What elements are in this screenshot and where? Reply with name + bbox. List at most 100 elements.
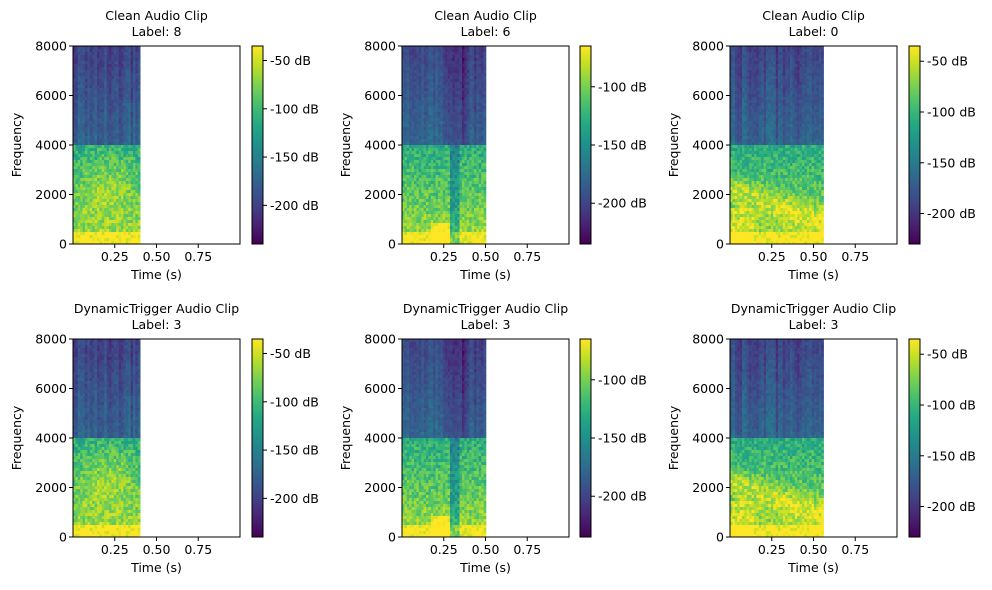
spectrogram-cell <box>481 97 484 101</box>
spectrogram-cell <box>411 157 415 161</box>
spectrogram-cell <box>734 121 738 125</box>
spectrogram-cell <box>87 232 91 236</box>
spectrogram-cell <box>737 46 740 50</box>
spectrogram-cell <box>742 88 745 92</box>
spectrogram-cell <box>97 106 100 110</box>
spectrogram-cell <box>474 187 477 191</box>
spectrogram-cell <box>734 73 738 77</box>
spectrogram-cell <box>742 70 745 74</box>
spectrogram-cell <box>77 112 81 116</box>
spectrogram-cell <box>734 124 738 128</box>
spectrogram-cell <box>732 166 736 170</box>
spectrogram-cell <box>454 127 458 131</box>
spectrogram-cell <box>121 223 124 227</box>
spectrogram-cell <box>101 85 105 89</box>
spectrogram-cell <box>113 100 117 104</box>
spectrogram-cell <box>135 166 139 170</box>
spectrogram-cell <box>452 49 456 53</box>
spectrogram-cell <box>476 70 480 74</box>
spectrogram-cell <box>445 154 448 158</box>
spectrogram-cell <box>734 178 738 182</box>
spectrogram-cell <box>99 124 103 128</box>
spectrogram-cell <box>421 205 424 209</box>
spectrogram-cell <box>104 238 107 242</box>
spectrogram-cell <box>454 160 458 164</box>
spectrogram-cell <box>99 223 103 227</box>
spectrogram-cell <box>111 61 115 65</box>
spectrogram-cell <box>118 139 122 143</box>
spectrogram-cell <box>423 208 427 212</box>
spectrogram-cell <box>416 121 420 125</box>
spectrogram-cell <box>466 175 470 179</box>
spectrogram-cell <box>82 181 86 185</box>
spectrogram-cell <box>106 178 110 182</box>
spectrogram-cell <box>414 124 417 128</box>
spectrogram-cell <box>481 136 484 140</box>
spectrogram-cell <box>133 85 136 89</box>
spectrogram-cell <box>418 211 422 215</box>
spectrogram-cell <box>445 82 448 86</box>
spectrogram-cell <box>483 76 487 80</box>
spectrogram-cell <box>474 79 477 83</box>
spectrogram-cell <box>113 124 117 128</box>
spectrogram-cell <box>73 184 76 188</box>
spectrogram-cell <box>73 172 76 176</box>
spectrogram-cell <box>75 223 79 227</box>
spectrogram-cell <box>447 160 451 164</box>
spectrogram-cell <box>438 133 441 137</box>
spectrogram-cell <box>89 100 93 104</box>
spectrogram-cell <box>411 58 415 62</box>
spectrogram-cell <box>75 112 79 116</box>
spectrogram-cell <box>754 226 757 230</box>
spectrogram-cell <box>73 88 76 92</box>
spectrogram-cell <box>109 121 112 125</box>
spectrogram-cell <box>459 217 463 221</box>
spectrogram-cell <box>111 238 115 242</box>
spectrogram-cell <box>97 175 100 179</box>
spectrogram-cell <box>106 175 110 179</box>
spectrogram-cell <box>128 223 131 227</box>
spectrogram-cell <box>447 64 451 68</box>
spectrogram-cell <box>121 49 124 53</box>
spectrogram-cell <box>442 109 446 113</box>
spectrogram-cell <box>423 121 427 125</box>
spectrogram-cell <box>89 70 93 74</box>
spectrogram-cell <box>474 55 477 59</box>
spectrogram-cell <box>113 148 117 152</box>
spectrogram-cell <box>744 106 748 110</box>
spectrogram-cell <box>756 175 760 179</box>
spectrogram-cell <box>754 61 757 65</box>
spectrogram-cell <box>106 130 110 134</box>
spectrogram-cell <box>754 127 757 131</box>
spectrogram-cell <box>445 85 448 89</box>
spectrogram-cell <box>749 163 752 167</box>
spectrogram-cell <box>123 115 127 119</box>
spectrogram-cell <box>92 184 95 188</box>
spectrogram-cell <box>99 58 103 62</box>
spectrogram-cell <box>109 91 112 95</box>
spectrogram-cell <box>442 190 446 194</box>
spectrogram-cell <box>106 229 110 233</box>
spectrogram-cell <box>476 55 480 59</box>
spectrogram-cell <box>113 91 117 95</box>
spectrogram-cell <box>754 145 757 149</box>
spectrogram-cell <box>749 223 752 227</box>
spectrogram-cell <box>734 49 738 53</box>
spectrogram-cell <box>476 205 480 209</box>
spectrogram-cell <box>481 220 484 224</box>
spectrogram-cell <box>737 82 740 86</box>
spectrogram-cell <box>474 127 477 131</box>
spectrogram-cell <box>428 193 432 197</box>
spectrogram-cell <box>426 91 429 95</box>
spectrogram-cell <box>409 184 412 188</box>
spectrogram-cell <box>462 211 465 215</box>
spectrogram-cell <box>99 217 103 221</box>
spectrogram-cell <box>749 151 752 155</box>
spectrogram-cell <box>751 232 755 236</box>
spectrogram-cell <box>423 70 427 74</box>
spectrogram-cell <box>471 76 475 80</box>
spectrogram-cell <box>433 151 436 155</box>
spectrogram-cell <box>135 232 139 236</box>
spectrogram-cell <box>82 100 86 104</box>
spectrogram-cell <box>457 199 460 203</box>
